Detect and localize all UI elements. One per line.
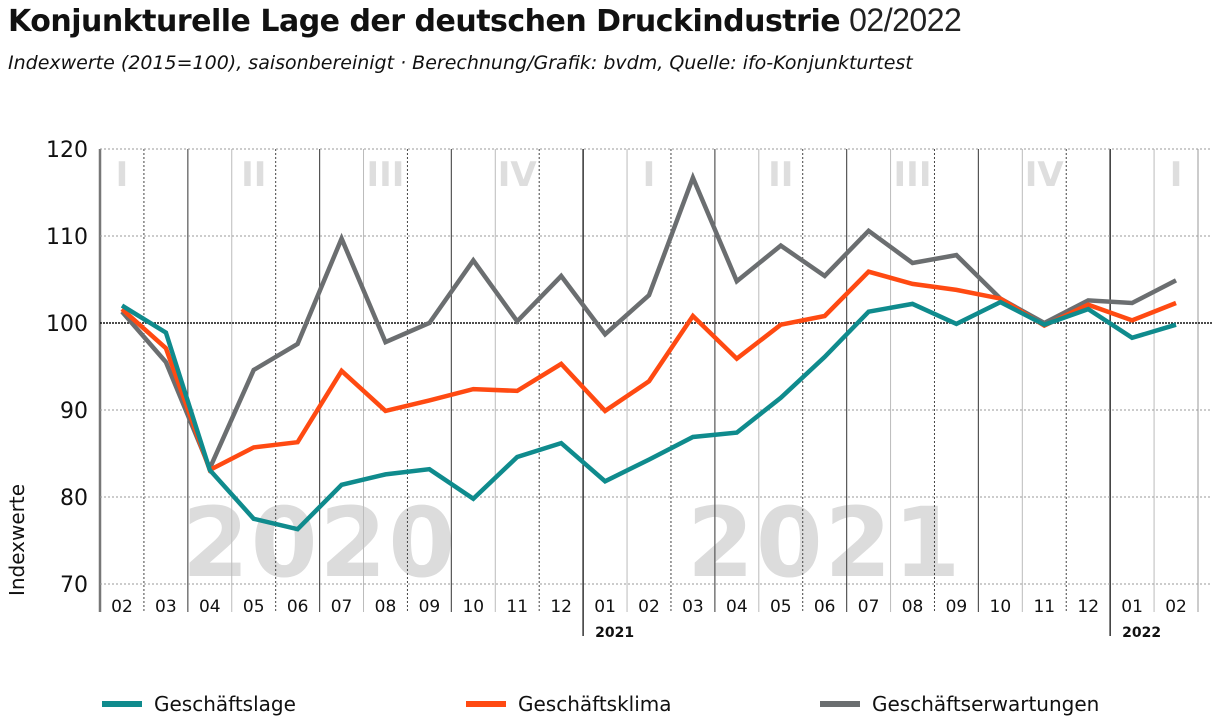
chart-title: Konjunkturelle Lage der deutschen Drucki… — [8, 2, 962, 39]
x-tick-label: 02 — [111, 597, 133, 617]
legend-swatch — [466, 701, 506, 707]
legend-label: Geschäftsklima — [518, 692, 672, 716]
quarter-label: I — [116, 155, 129, 195]
x-tick-labels: 02 03 04 05 06 07 08 09 10 11 12 01 02 03 04 05 06 07 08 09… — [111, 597, 1187, 617]
legend-item-geschaeftslage: Geschäftslage — [102, 692, 296, 716]
y-tick-label: 100 — [46, 312, 88, 337]
x-tick-label: 03 — [682, 597, 704, 617]
year-watermark: 2021 — [687, 487, 962, 599]
x-tick-label: 11 — [1033, 597, 1055, 617]
quarter-label: II — [241, 155, 266, 195]
x-tick-label: 06 — [814, 597, 836, 617]
quarter-label: IV — [1025, 155, 1065, 195]
x-tick-label: 12 — [1077, 597, 1099, 617]
legend-item-geschaeftsklima: Geschäftsklima — [466, 692, 672, 716]
legend-swatch — [102, 701, 142, 707]
legend-item-geschaeftserwartungen: Geschäftserwartungen — [820, 692, 1099, 716]
quarter-label: I — [643, 155, 656, 195]
quarter-label: I — [1170, 155, 1183, 195]
x-tick-label: 01 — [594, 597, 616, 617]
series-line-geschaeftslage — [120, 299, 1177, 532]
year-marker-label: 2022 — [1122, 625, 1161, 641]
vertical-gridlines — [98, 149, 1199, 636]
horizontal-gridlines — [100, 148, 1212, 585]
x-tick-label: 07 — [858, 597, 880, 617]
x-tick-label: 02 — [638, 597, 660, 617]
x-tick-label: 05 — [243, 597, 265, 617]
legend-label: Geschäftslage — [154, 692, 296, 716]
x-tick-label: 10 — [990, 597, 1012, 617]
year-marker-label: 2021 — [595, 625, 634, 641]
x-tick-label: 10 — [462, 597, 484, 617]
y-tick-labels: 70 80 90 100 110 120 — [46, 138, 88, 598]
legend-swatch — [820, 701, 860, 707]
x-tick-label: 06 — [287, 597, 309, 617]
x-tick-label: 09 — [946, 597, 968, 617]
x-tick-label: 08 — [375, 597, 397, 617]
legend-label: Geschäftserwartungen — [872, 692, 1100, 716]
chart-title-main: Konjunkturelle Lage der deutschen Drucki… — [8, 4, 841, 39]
x-tick-label: 12 — [550, 597, 572, 617]
x-tick-label: 04 — [199, 597, 221, 617]
x-tick-label: 09 — [419, 597, 441, 617]
y-tick-label: 90 — [60, 399, 88, 424]
year-watermarks: 2020 2021 — [182, 487, 962, 599]
x-tick-label: 04 — [726, 597, 748, 617]
quarter-label: II — [768, 155, 793, 195]
quarter-labels: I II III IV I II III IV I — [116, 155, 1183, 195]
y-tick-label: 110 — [46, 225, 88, 250]
y-tick-label: 80 — [60, 486, 88, 511]
series-line-geschaeftsklima — [120, 269, 1177, 474]
y-tick-label: 120 — [46, 138, 88, 163]
x-tick-label: 01 — [1121, 597, 1143, 617]
x-tick-label: 11 — [506, 597, 528, 617]
quarter-label: III — [367, 155, 405, 195]
x-tick-label: 07 — [331, 597, 353, 617]
legend: Geschäftslage Geschäftsklima Geschäftser… — [0, 692, 1220, 722]
quarter-label: IV — [498, 155, 538, 195]
x-tick-label: 08 — [902, 597, 924, 617]
y-axis-label: Indexwerte — [5, 484, 29, 596]
chart-subtitle: Indexwerte (2015=100), saisonbereinigt ·… — [8, 52, 913, 74]
x-tick-label: 03 — [155, 597, 177, 617]
x-tick-label: 05 — [770, 597, 792, 617]
quarter-label: III — [894, 155, 932, 195]
series-lines — [120, 171, 1178, 532]
year-markers: 2021 2022 — [595, 625, 1161, 641]
x-tick-label: 02 — [1165, 597, 1187, 617]
chart-title-date: 02/2022 — [849, 2, 962, 38]
y-tick-label: 70 — [60, 573, 88, 598]
